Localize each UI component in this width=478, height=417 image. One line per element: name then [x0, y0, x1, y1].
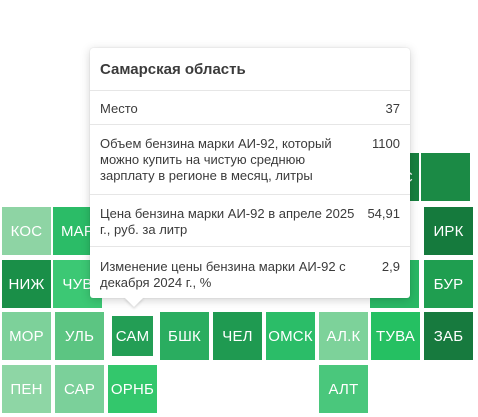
region-tooltip: Самарская область Место 37 Объем бензина… — [90, 48, 410, 298]
region-tile-label: МОР — [9, 327, 44, 345]
region-tile-label: КОС — [10, 222, 43, 240]
region-tile-chel[interactable]: ЧЕЛ — [213, 312, 262, 360]
tooltip-row-volume: Объем бензина марки АИ-92, который можно… — [90, 124, 410, 194]
region-tile-tuva[interactable]: ТУВА — [371, 312, 420, 360]
region-tile-label: АЛТ — [328, 380, 359, 398]
region-tile-label: САМ — [115, 327, 150, 345]
region-tile-label: ТУВА — [375, 327, 415, 345]
tooltip-row-label: Изменение цены бензина марки АИ-92 с дек… — [100, 259, 346, 290]
region-tile-zab[interactable]: ЗАБ — [424, 312, 473, 360]
tooltip-arrow — [124, 297, 144, 307]
tooltip-row-rank: Место 37 — [90, 90, 410, 124]
region-tile-label: НИЖ — [8, 275, 45, 293]
tooltip-row-value: 1100 — [372, 136, 400, 151]
region-tile-hidden[interactable] — [421, 153, 470, 201]
region-tile-label: ЧУВ — [62, 275, 93, 293]
tooltip-row-label: Место — [100, 101, 138, 116]
region-tile-omsk[interactable]: ОМСК — [266, 312, 315, 360]
region-tile-ulb[interactable]: УЛЬ — [55, 312, 104, 360]
region-tile-ornb[interactable]: ОРНБ — [108, 365, 157, 413]
region-tile-label: ИРК — [433, 222, 464, 240]
region-tile-label: УЛЬ — [64, 327, 95, 345]
region-tile-alt[interactable]: АЛТ — [319, 365, 368, 413]
region-tile-sam[interactable]: САМ — [108, 312, 157, 360]
region-tile-label: БУР — [433, 275, 464, 293]
region-tile-label: ОМСК — [268, 327, 313, 345]
tooltip-title: Самарская область — [100, 61, 246, 78]
region-tile-alk[interactable]: АЛ.К — [319, 312, 368, 360]
region-tile-bur[interactable]: БУР — [424, 260, 473, 308]
region-tile-niz[interactable]: НИЖ — [2, 260, 51, 308]
region-tile-bshk[interactable]: БШК — [160, 312, 209, 360]
tooltip-row-value: 2,9 — [381, 259, 400, 274]
region-tile-kos[interactable]: КОС — [2, 207, 51, 255]
region-tile-label: ЧЕЛ — [222, 327, 253, 345]
tooltip-row-value: 37 — [385, 101, 400, 116]
region-tile-label: АЛ.К — [326, 327, 361, 345]
tooltip-row-label: Цена бензина марки АИ-92 в апреле 2025 г… — [100, 206, 355, 237]
region-tile-irk[interactable]: ИРК — [424, 207, 473, 255]
region-tile-label: БШК — [168, 327, 201, 345]
tooltip-row-value: 54,91 — [367, 206, 400, 221]
region-tile-label: ПЕН — [10, 380, 43, 398]
tooltip-row-change: Изменение цены бензина марки АИ-92 с дек… — [90, 246, 410, 298]
region-tile-sar[interactable]: САР — [55, 365, 104, 413]
region-tile-label: САР — [63, 380, 96, 398]
tooltip-row-label: Объем бензина марки АИ-92, который можно… — [100, 136, 332, 183]
region-tile-label: ОРНБ — [110, 380, 155, 398]
tooltip-row-price: Цена бензина марки АИ-92 в апреле 2025 г… — [90, 194, 410, 246]
region-tile-label: МАР — [60, 222, 95, 240]
region-tile-label: ЗАБ — [433, 327, 464, 345]
region-tile-pen[interactable]: ПЕН — [2, 365, 51, 413]
region-tile-mor[interactable]: МОР — [2, 312, 51, 360]
